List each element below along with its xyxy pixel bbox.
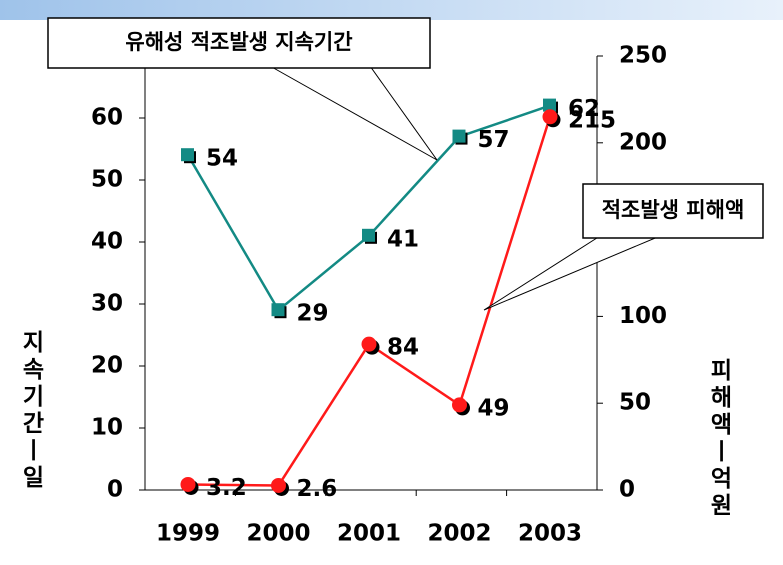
callout-pointer	[268, 65, 438, 161]
marker	[271, 303, 285, 317]
x-tick-label: 1999	[156, 521, 220, 547]
x-tick-label: 2001	[337, 521, 401, 547]
data-label: 54	[206, 146, 238, 172]
data-label: 2.6	[297, 476, 338, 502]
data-label: 84	[387, 335, 419, 361]
data-label: 49	[478, 395, 510, 421]
y-tick-label: 50	[91, 167, 123, 193]
y2-tick-label: 250	[619, 43, 667, 69]
marker	[452, 129, 466, 143]
data-label: 29	[297, 301, 329, 327]
callout-pointer	[483, 235, 661, 311]
marker	[362, 228, 375, 242]
data-label: 41	[387, 226, 419, 252]
marker	[180, 476, 196, 492]
marker	[452, 397, 467, 413]
marker	[271, 477, 286, 493]
y2-tick-label: 50	[619, 390, 651, 416]
marker	[542, 109, 558, 125]
top-bar	[0, 0, 783, 20]
marker	[543, 98, 556, 112]
data-label: 57	[478, 127, 510, 153]
y-tick-label: 30	[91, 291, 123, 317]
x-tick-label: 2002	[427, 521, 491, 547]
marker	[181, 148, 194, 162]
plot: 0102030405060700501001502002501999200020…	[91, 43, 667, 547]
y-tick-label: 40	[91, 229, 123, 255]
data-label: 215	[568, 107, 616, 133]
series-line	[187, 116, 552, 487]
data-label: 3.2	[206, 475, 247, 501]
y-tick-label: 20	[91, 353, 123, 379]
x-tick-label: 2000	[246, 521, 310, 547]
marker	[361, 336, 377, 352]
data-label: 62	[568, 96, 600, 122]
y2-tick-label: 0	[619, 477, 635, 503]
y-tick-label: 0	[107, 477, 123, 503]
y2-axis-title: 피해액ㅣ억원	[706, 358, 733, 520]
y2-tick-label: 200	[619, 129, 667, 155]
callout-box	[582, 183, 764, 239]
y-axis-title: 지속기간ㅣ일	[18, 330, 45, 492]
legend-label: 적조발생 피해액	[602, 198, 745, 222]
y2-tick-label: 100	[619, 303, 667, 329]
x-tick-label: 2003	[518, 521, 582, 547]
callout-box	[47, 17, 431, 69]
legend-label: 유해성 적조발생 지속기간	[125, 30, 352, 54]
y-tick-label: 60	[91, 105, 123, 131]
y-tick-label: 10	[91, 415, 123, 441]
